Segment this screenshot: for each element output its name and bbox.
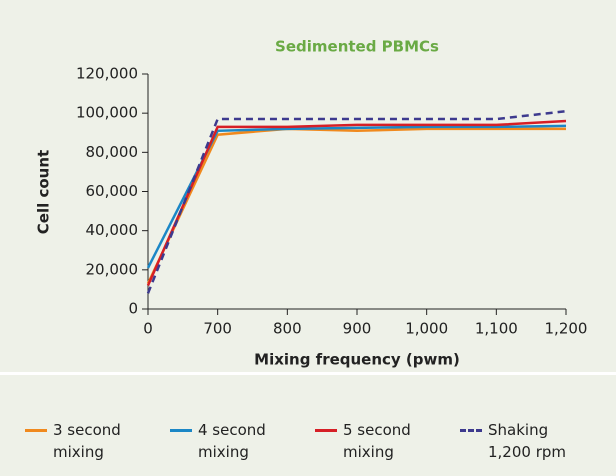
line-series	[146, 124, 567, 269]
x-tick-label: 900	[343, 320, 372, 338]
legend-swatch	[25, 429, 47, 432]
legend-label: Shaking 1,200 rpm	[488, 421, 567, 461]
x-tick-label: 800	[273, 320, 302, 338]
line-series	[146, 109, 567, 294]
x-tick-label: 1,100	[475, 320, 518, 338]
y-tick-label: 40,000	[86, 221, 139, 239]
y-tick-label: 0	[128, 300, 138, 318]
legend: 3 second mixing 4 second mixing 5 second m…	[0, 372, 616, 476]
legend-label: 3 second mixing	[53, 421, 121, 461]
legend-label: 5 second mixing	[343, 421, 411, 461]
legend-swatch	[460, 429, 482, 432]
legend-label: 4 second mixing	[198, 421, 266, 461]
line-series	[146, 119, 567, 287]
x-tick-label: 1,000	[405, 320, 448, 338]
legend-swatch	[315, 429, 337, 432]
x-tick-label: 0	[143, 320, 153, 338]
chart: Sedimented PBMCs Mixing frequency (pwm) …	[35, 38, 588, 369]
chart-title: Sedimented PBMCs	[275, 38, 439, 56]
y-tick-label: 60,000	[86, 182, 139, 200]
y-tick-label: 80,000	[86, 143, 139, 161]
y-tick-label: 120,000	[76, 65, 138, 83]
x-tick-label: 1,200	[545, 320, 588, 338]
legend-swatch	[170, 429, 192, 432]
line-series	[146, 127, 566, 285]
x-axis-label: Mixing frequency (pwm)	[254, 351, 460, 369]
y-tick-label: 100,000	[76, 104, 138, 122]
y-axis-label: Cell count	[35, 150, 53, 234]
x-tick-label: 700	[203, 320, 232, 338]
y-tick-label: 20,000	[86, 260, 139, 278]
